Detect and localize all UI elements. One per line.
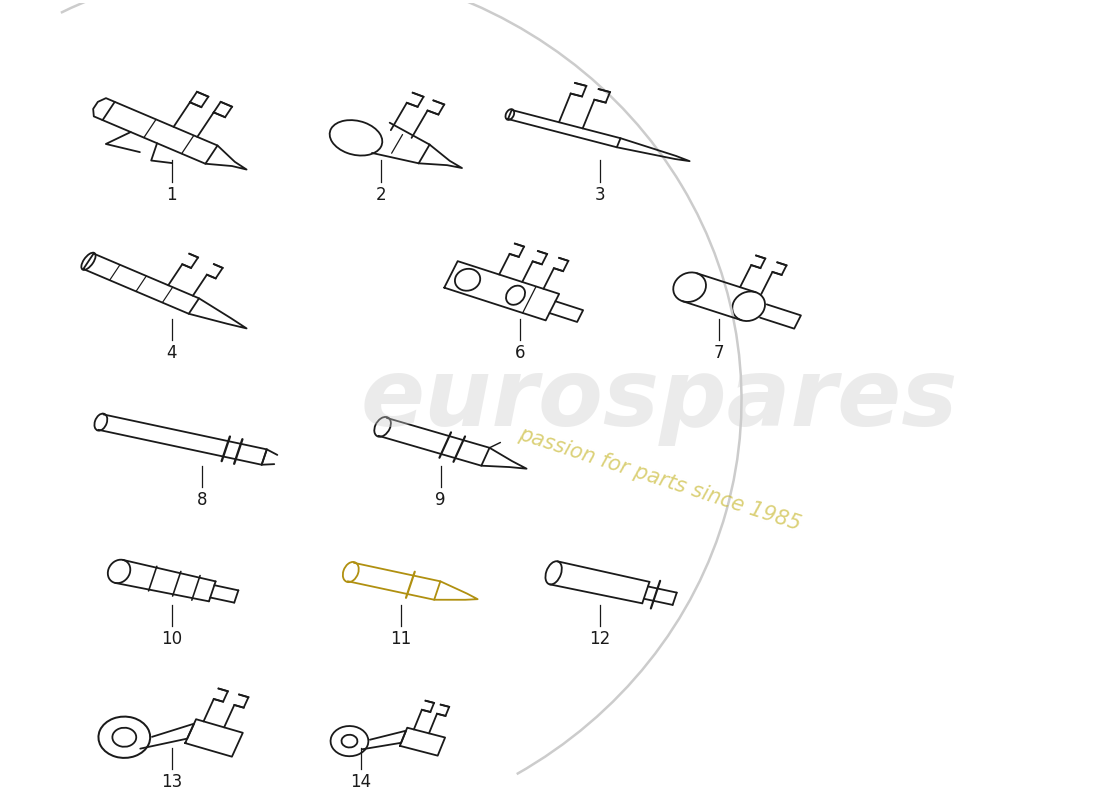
Text: 9: 9 [436, 491, 446, 510]
Text: 2: 2 [375, 186, 386, 203]
Text: 4: 4 [167, 344, 177, 362]
Text: 3: 3 [594, 186, 605, 203]
Text: 11: 11 [390, 630, 411, 648]
Text: 14: 14 [351, 774, 372, 791]
Text: passion for parts since 1985: passion for parts since 1985 [516, 424, 803, 534]
Text: 12: 12 [590, 630, 610, 648]
Text: 7: 7 [714, 344, 725, 362]
Text: 6: 6 [515, 344, 526, 362]
Text: 13: 13 [162, 774, 183, 791]
Text: 1: 1 [166, 186, 177, 203]
Text: 8: 8 [197, 491, 207, 510]
Text: eurospares: eurospares [361, 354, 958, 446]
Text: 10: 10 [162, 630, 183, 648]
